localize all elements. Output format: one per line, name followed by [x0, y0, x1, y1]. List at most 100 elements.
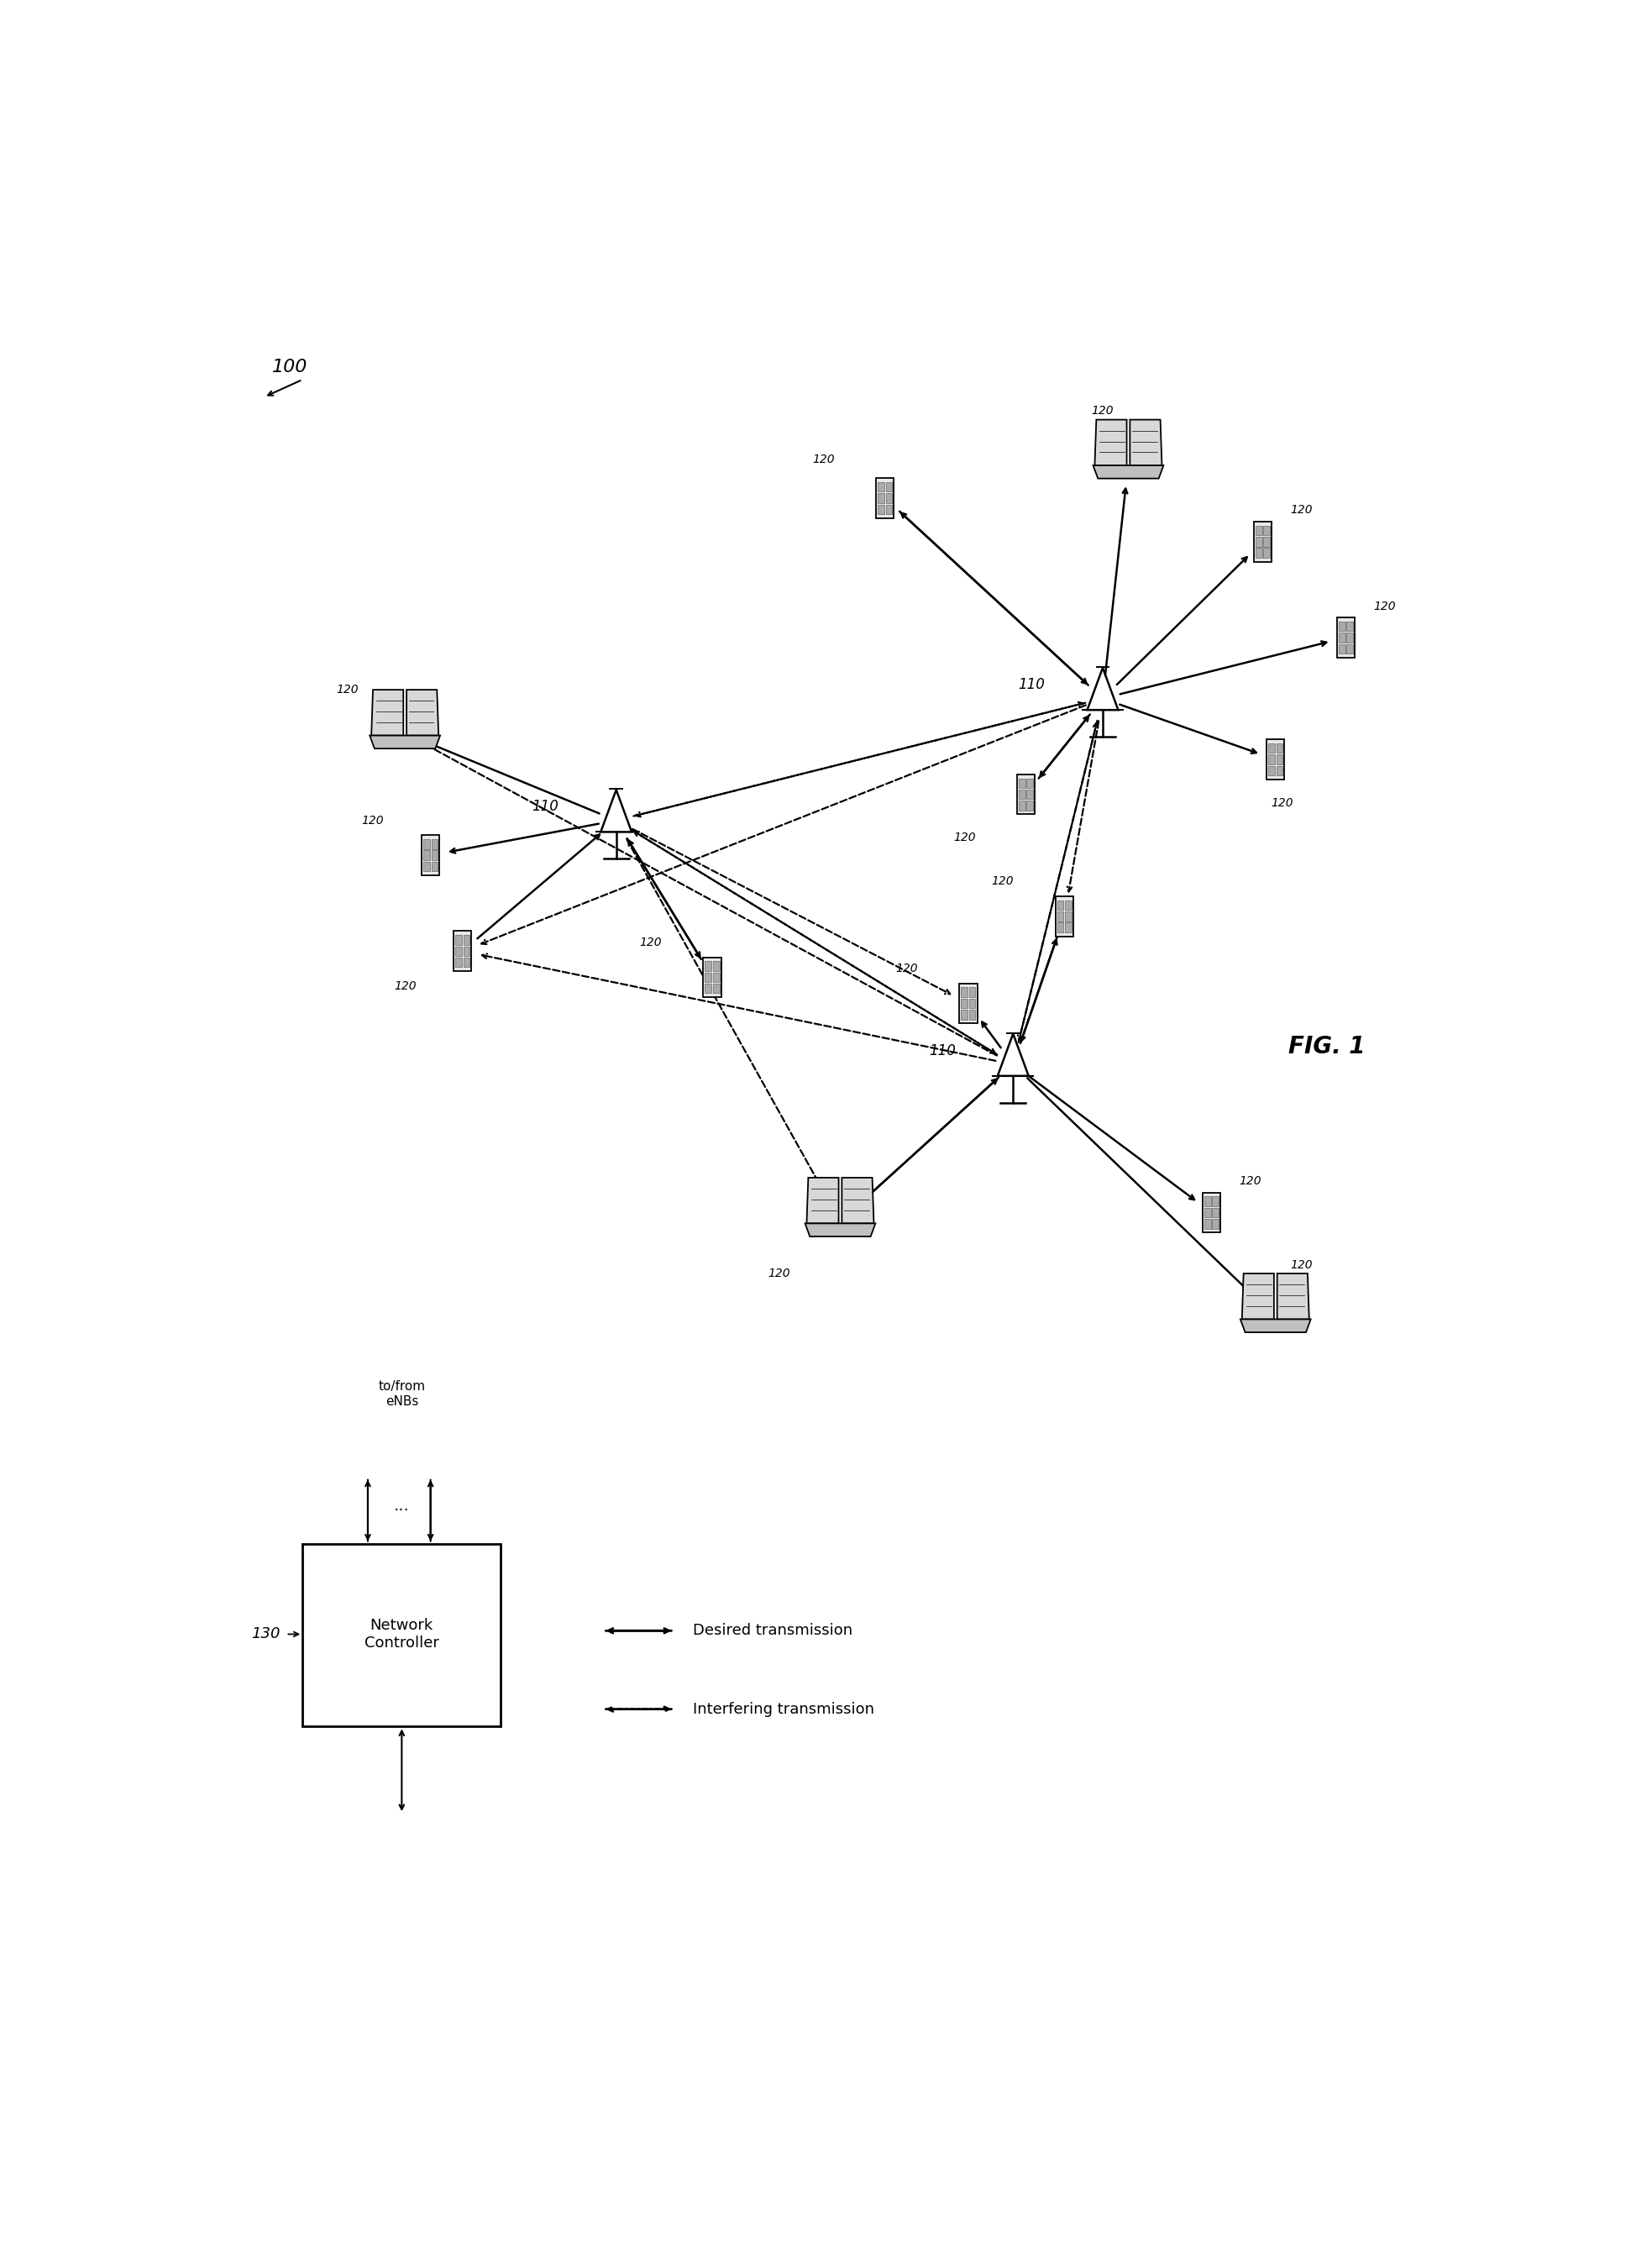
FancyBboxPatch shape — [1346, 622, 1353, 631]
Polygon shape — [372, 690, 403, 735]
FancyBboxPatch shape — [1277, 765, 1282, 776]
FancyBboxPatch shape — [1066, 923, 1072, 932]
FancyBboxPatch shape — [431, 862, 438, 871]
FancyBboxPatch shape — [1026, 778, 1032, 788]
Text: 130: 130 — [251, 1627, 281, 1641]
FancyBboxPatch shape — [456, 935, 463, 944]
Polygon shape — [806, 1177, 839, 1224]
FancyBboxPatch shape — [961, 987, 968, 998]
Text: 120: 120 — [768, 1267, 790, 1279]
FancyBboxPatch shape — [714, 984, 719, 993]
FancyBboxPatch shape — [1026, 790, 1032, 799]
FancyBboxPatch shape — [876, 477, 894, 518]
Text: ···: ··· — [393, 1503, 410, 1518]
FancyBboxPatch shape — [885, 493, 892, 502]
FancyBboxPatch shape — [1066, 901, 1072, 910]
Polygon shape — [370, 735, 439, 749]
Text: 110: 110 — [928, 1043, 955, 1059]
FancyBboxPatch shape — [1057, 912, 1064, 921]
FancyBboxPatch shape — [423, 851, 430, 860]
FancyBboxPatch shape — [463, 935, 469, 944]
FancyBboxPatch shape — [1018, 774, 1034, 815]
FancyBboxPatch shape — [1254, 520, 1272, 561]
Text: 120: 120 — [1092, 405, 1113, 416]
FancyBboxPatch shape — [1256, 548, 1262, 557]
FancyBboxPatch shape — [1338, 622, 1345, 631]
Text: 100: 100 — [273, 360, 307, 376]
FancyBboxPatch shape — [456, 946, 463, 955]
Text: 120: 120 — [813, 455, 834, 466]
Text: Network
Controller: Network Controller — [365, 1618, 439, 1650]
Polygon shape — [1095, 419, 1127, 466]
Text: 120: 120 — [1373, 600, 1396, 611]
Polygon shape — [1277, 1274, 1308, 1319]
Text: 120: 120 — [639, 937, 662, 948]
FancyBboxPatch shape — [1019, 778, 1026, 788]
FancyBboxPatch shape — [463, 957, 469, 966]
FancyBboxPatch shape — [1056, 896, 1074, 937]
FancyBboxPatch shape — [1264, 536, 1270, 545]
FancyBboxPatch shape — [423, 840, 430, 849]
FancyBboxPatch shape — [1066, 912, 1072, 921]
FancyBboxPatch shape — [1336, 618, 1355, 659]
FancyBboxPatch shape — [1346, 645, 1353, 654]
FancyBboxPatch shape — [431, 851, 438, 860]
FancyBboxPatch shape — [1269, 754, 1275, 765]
FancyBboxPatch shape — [1269, 765, 1275, 776]
FancyBboxPatch shape — [961, 998, 968, 1009]
FancyBboxPatch shape — [1256, 525, 1262, 536]
Text: 120: 120 — [991, 876, 1014, 887]
FancyBboxPatch shape — [1057, 923, 1064, 932]
FancyBboxPatch shape — [714, 973, 719, 982]
Text: 120: 120 — [953, 833, 976, 844]
Polygon shape — [805, 1224, 876, 1236]
FancyBboxPatch shape — [1203, 1193, 1221, 1233]
FancyBboxPatch shape — [1264, 525, 1270, 536]
FancyBboxPatch shape — [877, 482, 884, 491]
Text: Desired transmission: Desired transmission — [692, 1623, 852, 1638]
Text: FIG. 1: FIG. 1 — [1289, 1034, 1365, 1059]
FancyBboxPatch shape — [1204, 1197, 1211, 1206]
FancyBboxPatch shape — [1019, 790, 1026, 799]
Text: 120: 120 — [1290, 1258, 1312, 1270]
Polygon shape — [1094, 466, 1163, 477]
FancyBboxPatch shape — [423, 862, 430, 871]
FancyBboxPatch shape — [1026, 801, 1032, 810]
FancyBboxPatch shape — [1204, 1208, 1211, 1217]
FancyBboxPatch shape — [431, 840, 438, 849]
FancyBboxPatch shape — [463, 946, 469, 955]
FancyBboxPatch shape — [456, 957, 463, 966]
FancyBboxPatch shape — [961, 1009, 968, 1018]
Text: 120: 120 — [895, 962, 919, 975]
FancyBboxPatch shape — [1213, 1208, 1219, 1217]
FancyBboxPatch shape — [705, 973, 712, 982]
FancyBboxPatch shape — [1256, 536, 1262, 545]
Text: 120: 120 — [393, 980, 416, 991]
FancyBboxPatch shape — [1269, 745, 1275, 754]
Text: 110: 110 — [532, 799, 558, 815]
FancyBboxPatch shape — [1277, 754, 1282, 765]
Text: 120: 120 — [335, 683, 358, 695]
FancyBboxPatch shape — [1338, 645, 1345, 654]
FancyBboxPatch shape — [1267, 740, 1285, 778]
Text: 120: 120 — [1239, 1174, 1260, 1188]
Text: 120: 120 — [1290, 505, 1312, 516]
FancyBboxPatch shape — [714, 962, 719, 971]
FancyBboxPatch shape — [885, 505, 892, 514]
FancyBboxPatch shape — [1204, 1220, 1211, 1229]
Text: 120: 120 — [1270, 797, 1294, 808]
FancyBboxPatch shape — [877, 505, 884, 514]
Text: 120: 120 — [362, 815, 385, 826]
FancyBboxPatch shape — [454, 930, 471, 971]
FancyBboxPatch shape — [1213, 1220, 1219, 1229]
Polygon shape — [1130, 419, 1161, 466]
FancyBboxPatch shape — [705, 962, 712, 971]
FancyBboxPatch shape — [970, 1009, 975, 1018]
FancyBboxPatch shape — [970, 987, 975, 998]
Text: 110: 110 — [1018, 677, 1046, 692]
Polygon shape — [1242, 1274, 1274, 1319]
FancyBboxPatch shape — [877, 493, 884, 502]
FancyBboxPatch shape — [885, 482, 892, 491]
FancyBboxPatch shape — [1019, 801, 1026, 810]
Polygon shape — [1241, 1319, 1310, 1333]
